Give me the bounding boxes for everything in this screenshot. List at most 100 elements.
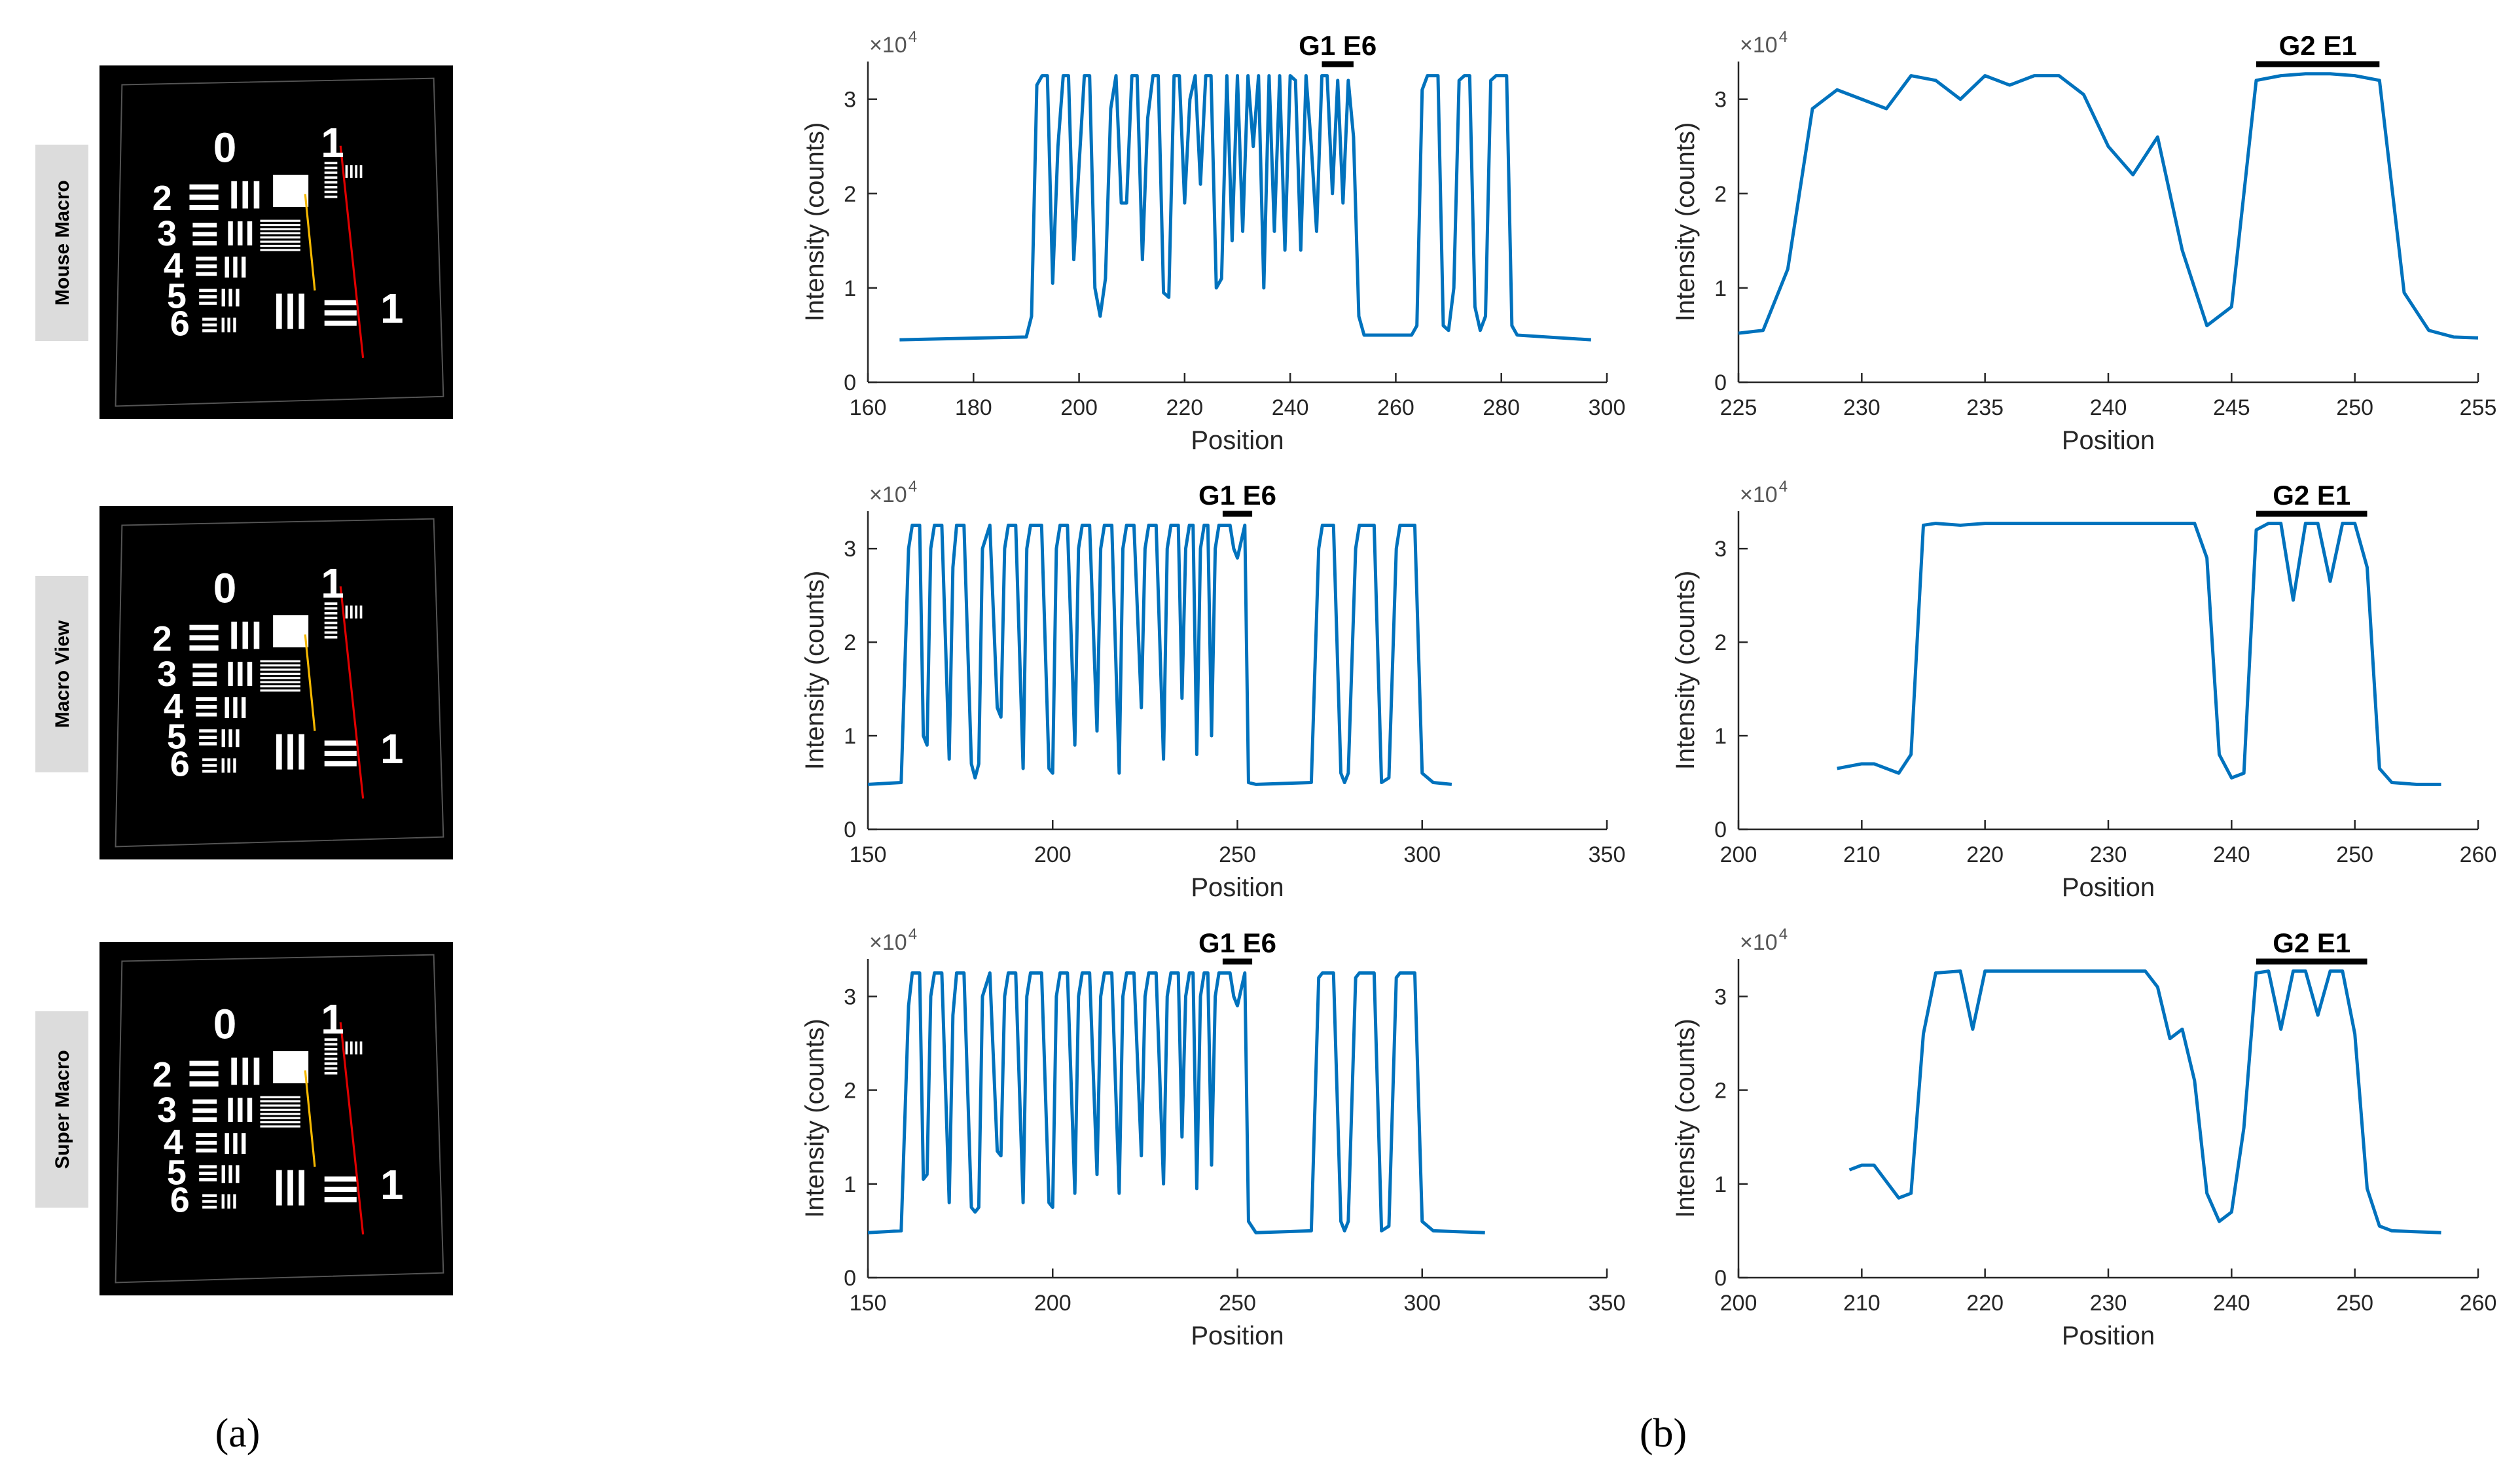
target-bar [260,219,300,222]
annotation-text: G1 E6 [1299,30,1377,61]
figure-label: (b) [1640,1411,1687,1456]
target-bar [324,1057,338,1060]
target-bar [228,1098,233,1122]
data-line [1848,969,2441,1234]
target-bar [189,635,219,641]
target-bar [298,1170,305,1206]
target-digit: 0 [213,124,237,171]
target-bar [231,181,237,209]
target-bar [260,224,300,226]
y-tick-label: 2 [844,1079,856,1104]
y-tick-label: 2 [844,630,856,655]
x-tick-label: 235 [1966,395,2004,420]
target-bar [324,636,338,639]
target-bar [324,751,357,756]
x-tick-label: 300 [1589,395,1626,420]
target-bar [225,257,229,278]
target-bar [247,221,253,245]
annotation-text: G1 E6 [1198,927,1276,958]
x-tick-label: 220 [1966,842,2004,867]
target-bar [276,1170,282,1206]
y-exponent: 4 [1779,926,1788,943]
target-bar [355,165,358,178]
target-bar [242,1133,246,1155]
target-bar [192,681,217,686]
target-bar [192,672,217,677]
annotation-text: G1 E6 [1198,480,1276,511]
x-tick-label: 210 [1843,1291,1881,1316]
target-bar [260,664,300,667]
y-axis-label: Intensity (counts) [1671,122,1700,322]
target-bar [221,317,225,333]
data-line [1738,72,2479,340]
target-bar [242,621,249,649]
y-exponent: 4 [1779,28,1788,46]
target-bar [189,205,219,210]
profile-line-yellow [304,1070,316,1167]
target-bar [350,605,353,619]
target-bar [199,295,217,298]
x-tick-label: 250 [2336,395,2373,420]
target-bar [236,1165,240,1183]
x-tick-label: 350 [1589,842,1626,867]
target-bar [199,736,217,739]
target-bar [324,1062,338,1065]
profile-line-yellow [304,194,316,291]
panel-label-box [35,1011,88,1208]
target-bar [189,1071,219,1077]
y-tick-label: 0 [1714,370,1727,395]
profile-line-red [339,586,365,799]
x-axis-label: Position [2062,1322,2155,1350]
target-bar [189,645,219,651]
target-bar [189,624,219,630]
target-bar [192,663,217,668]
y-tick-label: 2 [844,182,856,207]
x-tick-label: 230 [2090,842,2127,867]
data-line [899,74,1591,342]
target-bar [260,1125,300,1128]
data-line [867,971,1485,1234]
target-bar [196,1133,217,1138]
target-digit: 2 [153,619,172,658]
x-tick-label: 160 [850,395,887,420]
y-axis-label: Intensity (counts) [801,1018,829,1218]
target-bar [260,1096,300,1098]
target-digit: 4 [164,687,183,726]
target-bar [260,672,300,675]
x-tick-label: 240 [2213,1291,2250,1316]
target-bar [221,1194,225,1209]
x-tick-label: 200 [1720,842,1757,867]
target-bar [260,677,300,679]
target-bar [324,617,338,620]
target-bar [260,660,300,662]
x-tick-label: 350 [1589,1291,1626,1316]
annotation-text: G2 E1 [2273,480,2350,511]
x-tick-label: 255 [2460,395,2497,420]
target-bar [260,228,300,230]
y-tick-label: 1 [1714,276,1727,301]
target-bar [227,1194,230,1209]
target-bar [196,257,217,261]
y-tick-label: 3 [844,537,856,562]
panel-label-box [35,576,88,772]
target-bar [202,329,217,333]
target-bar [196,697,217,702]
target-bar [260,1108,300,1111]
target-bar [202,758,217,761]
y-exponent-base: ×10 [1740,930,1778,955]
target-digit: 1 [380,285,404,332]
target-digit: 3 [157,1090,177,1130]
target-bar [253,181,260,209]
target-bar [221,729,225,747]
y-axis-label: Intensity (counts) [1671,1018,1700,1218]
target-bar [199,289,217,293]
y-tick-label: 0 [844,370,856,395]
target-bar [324,171,338,174]
target-bar [225,697,229,719]
target-bar [287,293,293,329]
target-bar [324,320,357,326]
target-bar [202,764,217,767]
target-bar [196,1148,217,1153]
target-bar [324,761,357,766]
